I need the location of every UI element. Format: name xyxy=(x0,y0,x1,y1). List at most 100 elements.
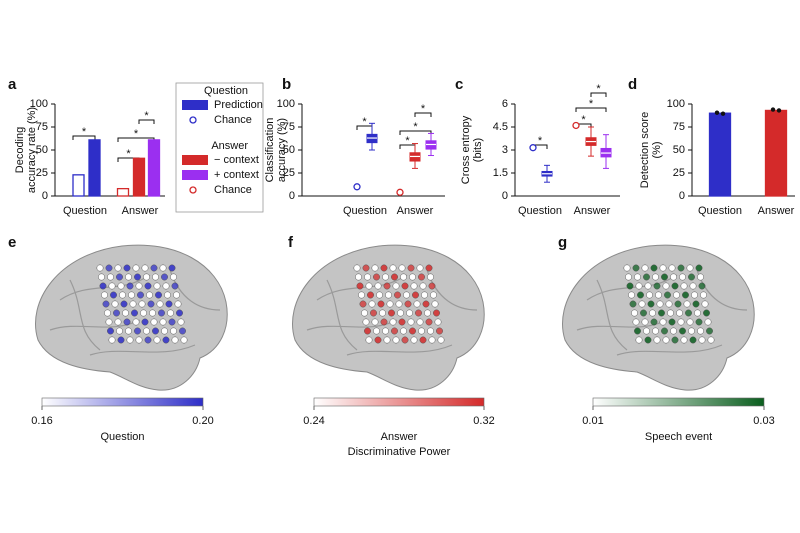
electrode xyxy=(373,327,380,335)
chance-point xyxy=(396,188,404,196)
electrode xyxy=(707,336,715,344)
electrode xyxy=(359,300,367,308)
electrode xyxy=(380,264,388,272)
electrode xyxy=(668,264,676,272)
electrode xyxy=(113,309,120,317)
electrode xyxy=(159,318,167,326)
legend-label: + context xyxy=(214,169,259,181)
significance-star: * xyxy=(126,148,131,160)
significance-bracket xyxy=(138,119,155,124)
electrode xyxy=(134,273,141,281)
electrode xyxy=(364,273,371,281)
bar xyxy=(72,174,85,197)
x-tick-label: Question xyxy=(63,205,107,217)
electrode xyxy=(623,264,631,272)
y-tick-label: 25 xyxy=(283,167,295,179)
electrode xyxy=(641,318,649,326)
panel-letter: d xyxy=(628,76,637,93)
electrode xyxy=(99,282,107,290)
electrode xyxy=(427,327,434,335)
electrode xyxy=(428,336,436,344)
electrode xyxy=(114,318,122,326)
chance-point xyxy=(353,183,361,191)
electrode xyxy=(697,327,704,335)
y-tick-label: 100 xyxy=(30,98,48,110)
electrode xyxy=(132,264,140,272)
electrode xyxy=(416,264,424,272)
y-tick-label: 100 xyxy=(277,98,295,110)
data-point xyxy=(776,108,782,113)
electrode xyxy=(397,309,404,317)
electrode xyxy=(170,273,177,281)
colorbar-label: Answer xyxy=(381,431,418,443)
electrode xyxy=(673,291,680,299)
electrode xyxy=(704,318,712,326)
electrode xyxy=(388,309,395,317)
electrode xyxy=(138,300,146,308)
electrode xyxy=(659,264,667,272)
electrode xyxy=(671,336,679,344)
colorbar-tick-label: 0.16 xyxy=(31,415,52,427)
bar xyxy=(116,187,130,197)
electrode xyxy=(149,309,156,317)
panel-letter: b xyxy=(282,76,291,93)
significance-star: * xyxy=(413,121,418,133)
electrode xyxy=(129,300,137,308)
electrode xyxy=(691,291,698,299)
electrode xyxy=(104,309,111,317)
electrode xyxy=(652,327,659,335)
brain-sulcus xyxy=(326,279,358,351)
electrode xyxy=(650,318,658,326)
brain-outline xyxy=(292,244,485,391)
electrode xyxy=(634,327,641,335)
electrode xyxy=(652,273,659,281)
electrode xyxy=(386,300,394,308)
electrode xyxy=(122,309,129,317)
electrode xyxy=(116,327,123,335)
legend-label: Prediction xyxy=(214,99,263,111)
electrode xyxy=(680,336,688,344)
electrode xyxy=(647,300,655,308)
electrode xyxy=(376,291,383,299)
brain-sulcus xyxy=(49,319,141,331)
electrode xyxy=(156,300,164,308)
electrode xyxy=(626,282,634,290)
y-tick-label: 3 xyxy=(502,144,508,156)
legend-swatch xyxy=(182,155,208,165)
electrode xyxy=(400,273,407,281)
electrode xyxy=(358,291,365,299)
colorbar-tick-label: 0.24 xyxy=(303,415,324,427)
electrode xyxy=(406,309,413,317)
electrode xyxy=(434,318,442,326)
electrode xyxy=(676,309,683,317)
electrode xyxy=(131,309,138,317)
electrode xyxy=(394,291,401,299)
y-axis-label: Cross entropy xyxy=(460,115,472,184)
electrode xyxy=(436,327,443,335)
electrode xyxy=(410,336,418,344)
electrode xyxy=(370,309,377,317)
electrode xyxy=(162,336,170,344)
electrode xyxy=(377,300,385,308)
electrode xyxy=(356,282,364,290)
legend-label: − context xyxy=(214,154,259,166)
electrode xyxy=(668,318,676,326)
electrode xyxy=(415,309,422,317)
electrode xyxy=(667,309,674,317)
electrode xyxy=(152,273,159,281)
brain-sulcus xyxy=(596,279,628,351)
electrode xyxy=(646,291,653,299)
electrode xyxy=(96,264,104,272)
electrode xyxy=(677,318,685,326)
brain-sulcus xyxy=(346,344,453,356)
electrode xyxy=(692,300,700,308)
electrode xyxy=(108,282,116,290)
data-point xyxy=(770,107,776,112)
x-tick-label: Question xyxy=(343,205,387,217)
electrode xyxy=(412,291,419,299)
electrode xyxy=(382,327,389,335)
colorbar-tick-label: 0.20 xyxy=(192,415,213,427)
legend-marker xyxy=(189,186,197,194)
electrode xyxy=(635,336,643,344)
electrode xyxy=(643,273,650,281)
